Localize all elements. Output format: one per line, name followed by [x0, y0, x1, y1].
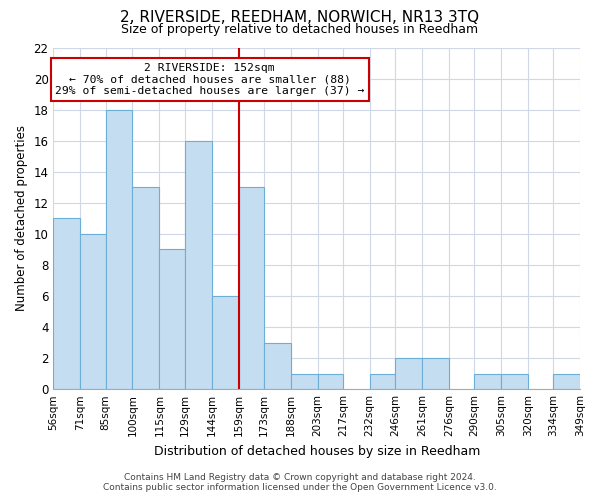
X-axis label: Distribution of detached houses by size in Reedham: Distribution of detached houses by size …: [154, 444, 480, 458]
Bar: [474, 374, 501, 389]
Bar: [212, 296, 239, 389]
Bar: [53, 218, 80, 389]
Bar: [370, 374, 395, 389]
Bar: [501, 374, 528, 389]
Bar: [106, 110, 133, 389]
Bar: [185, 140, 212, 389]
Bar: [160, 250, 185, 389]
Text: 2, RIVERSIDE, REEDHAM, NORWICH, NR13 3TQ: 2, RIVERSIDE, REEDHAM, NORWICH, NR13 3TQ: [121, 10, 479, 25]
Bar: [263, 342, 290, 389]
Text: 2 RIVERSIDE: 152sqm
← 70% of detached houses are smaller (88)
29% of semi-detach: 2 RIVERSIDE: 152sqm ← 70% of detached ho…: [55, 63, 364, 96]
Bar: [133, 188, 160, 389]
Bar: [395, 358, 422, 389]
Bar: [80, 234, 106, 389]
Bar: [422, 358, 449, 389]
Text: Size of property relative to detached houses in Reedham: Size of property relative to detached ho…: [121, 22, 479, 36]
Bar: [239, 188, 263, 389]
Bar: [553, 374, 580, 389]
Text: Contains HM Land Registry data © Crown copyright and database right 2024.
Contai: Contains HM Land Registry data © Crown c…: [103, 473, 497, 492]
Y-axis label: Number of detached properties: Number of detached properties: [15, 126, 28, 312]
Bar: [290, 374, 317, 389]
Bar: [317, 374, 343, 389]
